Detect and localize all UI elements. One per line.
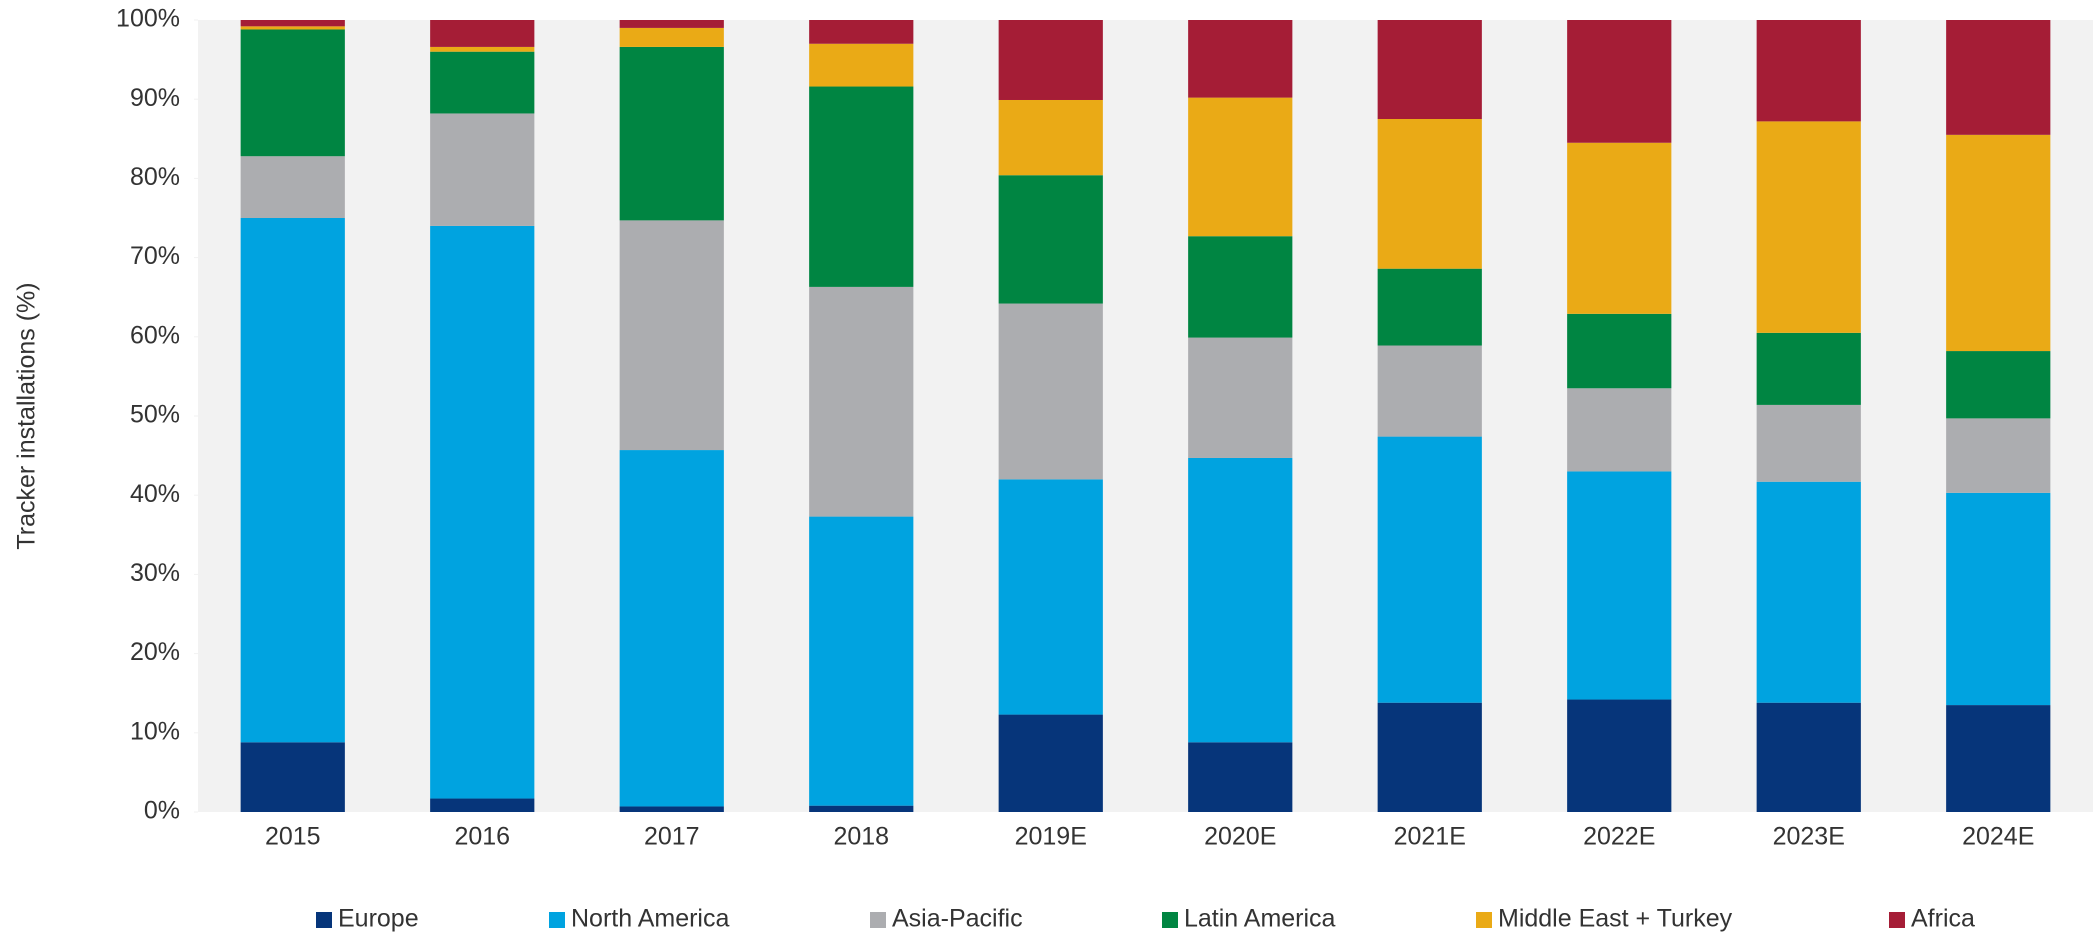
x-tick-label: 2018 [833,823,889,851]
bar-segment [1946,705,2051,812]
bar-segment [1946,20,2051,135]
legend-label: Asia-Pacific [892,905,1023,933]
y-tick-label: 20% [130,638,180,666]
x-tick-label: 2024E [1962,823,2034,851]
legend-swatch [1162,912,1178,928]
legend-label: Latin America [1184,905,1336,933]
bar-segment [430,225,535,799]
bar-segment [1946,351,2051,419]
bar-segment [1188,20,1293,98]
bar-segment [430,798,535,812]
bar-segment [809,805,914,812]
bar-segment [1377,702,1482,812]
bar-segment [1756,702,1861,812]
bar-segment [1946,418,2051,493]
bar-segment [619,806,724,812]
y-tick-label: 10% [130,717,180,745]
bar-segment [998,479,1103,715]
bar-segment [1756,332,1861,405]
x-tick-label: 2020E [1204,823,1276,851]
bar-segment [1946,134,2051,352]
x-tick-label: 2021E [1394,823,1466,851]
bar-segment [1377,119,1482,269]
bar-segment [1188,97,1293,237]
y-tick-label: 80% [130,163,180,191]
x-tick-label: 2015 [265,823,321,851]
bar-segment [430,46,535,52]
bar-segment [998,175,1103,304]
bar-segment [430,20,535,47]
bar-segment [809,43,914,87]
y-tick-label: 100% [116,5,180,33]
x-tick-label: 2017 [644,823,700,851]
legend-swatch [549,912,565,928]
y-tick-label: 60% [130,321,180,349]
bar-segment [1188,236,1293,338]
bar-segment [998,20,1103,100]
bar-segment [998,714,1103,812]
bar-segment [240,156,345,218]
legend-label: Middle East + Turkey [1498,905,1733,933]
x-tick-label: 2019E [1015,823,1087,851]
legend-swatch [316,912,332,928]
bar-segment [998,303,1103,480]
bar-segment [1756,481,1861,703]
bar-segment [619,20,724,28]
y-axis-label: Tracker installations (%) [13,282,41,549]
bar-segment [240,742,345,812]
bar-segment [619,27,724,47]
legend-label: Europe [338,905,419,933]
legend-label: Africa [1911,905,1975,933]
bar-segment [809,86,914,287]
legend-label: North America [571,905,729,933]
bar-segment [619,220,724,451]
bar-segment [1377,20,1482,119]
bar-segment [240,218,345,743]
y-tick-label: 30% [130,559,180,587]
bar-segment [1756,20,1861,122]
y-tick-label: 90% [130,84,180,112]
bar-segment [809,20,914,44]
bar-segment [998,99,1103,176]
bar-segment [1188,457,1293,743]
y-tick-label: 70% [130,242,180,270]
bar-segment [1377,268,1482,346]
bar-segment [1946,492,2051,706]
y-tick-label: 40% [130,480,180,508]
bar-segment [1567,699,1672,812]
bar-segment [809,516,914,806]
bar-segment [430,51,535,114]
bar-segment [1567,388,1672,472]
legend-swatch [1889,912,1905,928]
bar-segment [1377,436,1482,703]
bar-segment [240,29,345,157]
bar-segment [1567,142,1672,314]
bar-segment [240,26,345,30]
x-tick-label: 2023E [1773,823,1845,851]
x-tick-label: 2022E [1583,823,1655,851]
bar-segment [1567,471,1672,700]
bar-segment [1756,404,1861,482]
bar-segment [1188,742,1293,812]
bar-segment [809,286,914,517]
bar-segment [1567,20,1672,143]
bar-segment [240,20,345,27]
bar-segment [1567,313,1672,389]
y-tick-label: 50% [130,401,180,429]
legend-swatch [1476,912,1492,928]
y-tick-label: 0% [144,797,180,825]
bar-segment [619,450,724,807]
x-tick-label: 2016 [454,823,510,851]
bar-segment [1756,121,1861,333]
bar-segment [1377,345,1482,437]
bar-segment [619,46,724,221]
legend-swatch [870,912,886,928]
bar-segment [430,113,535,226]
bar-segment [1188,337,1293,458]
